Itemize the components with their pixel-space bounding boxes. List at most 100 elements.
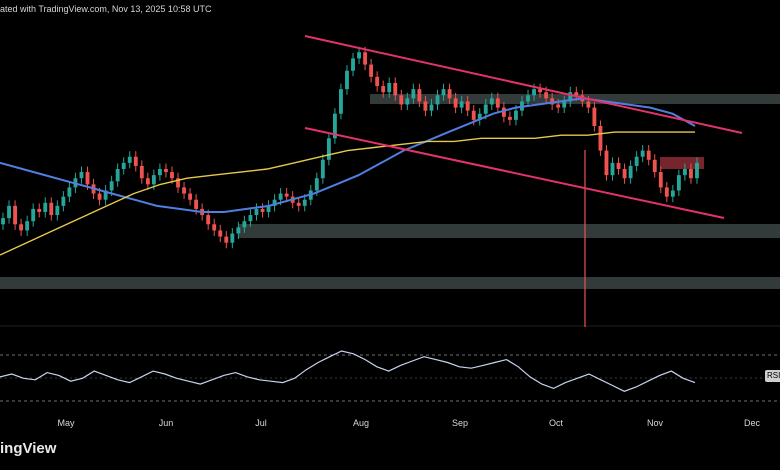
moving-average-yellow: [0, 131, 695, 256]
candle-body: [236, 227, 241, 234]
candle-body: [1, 218, 5, 225]
candle-body: [145, 178, 150, 185]
candle-body: [568, 92, 573, 102]
candle-body: [429, 104, 434, 111]
candle-body: [296, 202, 301, 206]
candle-body: [417, 89, 422, 102]
chart-caption: ated with TradingView.com, Nov 13, 2025 …: [0, 4, 212, 14]
candle-body: [634, 156, 639, 166]
candle-body: [411, 89, 416, 99]
candle-body: [592, 107, 597, 126]
candle-body: [284, 193, 289, 197]
candle-body: [670, 190, 675, 197]
channel-upper: [304, 35, 743, 134]
candle-body: [339, 89, 343, 114]
candle-body: [646, 150, 651, 160]
candle-body: [375, 76, 380, 87]
candle-body: [586, 101, 591, 108]
candle-body: [121, 162, 126, 169]
candle-body: [501, 107, 506, 117]
x-axis: May Jun Jul Aug Sep Oct Nov Dec: [57, 418, 760, 428]
x-tick-label: Nov: [647, 418, 664, 428]
candle-body: [320, 159, 325, 179]
candle-body: [115, 169, 120, 182]
candle-body: [453, 98, 458, 108]
candles-layer: [1, 46, 699, 249]
candle-body: [13, 205, 18, 225]
candle-body: [127, 156, 132, 163]
candle-body: [381, 86, 386, 93]
candle-body: [43, 202, 48, 212]
candle-body: [164, 169, 168, 173]
candle-body: [598, 126, 603, 151]
candle-body: [272, 199, 277, 206]
x-tick-label: May: [57, 418, 75, 428]
candle-body: [489, 98, 494, 105]
candle-body: [345, 70, 349, 90]
x-tick-label: Oct: [549, 418, 564, 428]
candle-body: [109, 181, 114, 191]
candle-body: [387, 83, 392, 93]
candle-body: [447, 89, 452, 99]
candle-body: [97, 193, 102, 200]
middle-zone: [238, 224, 780, 238]
candle-body: [157, 169, 162, 176]
candle-body: [658, 172, 663, 188]
candle-body: [357, 52, 361, 59]
candle-body: [67, 187, 72, 197]
candle-body: [628, 165, 633, 179]
candle-body: [103, 190, 108, 200]
candle-body: [556, 104, 561, 108]
candle-body: [25, 221, 30, 231]
candle-body: [254, 208, 259, 216]
lower-zone: [0, 277, 780, 289]
candle-body: [526, 95, 530, 102]
candle-body: [61, 196, 66, 206]
candle-body: [369, 64, 374, 77]
candle-body: [622, 169, 627, 179]
candle-body: [363, 52, 368, 65]
moving-average-blue: [0, 97, 696, 213]
candle-body: [218, 230, 223, 237]
candle-body: [695, 162, 699, 179]
candle-body: [574, 92, 579, 96]
candle-body: [459, 101, 464, 108]
candle-body: [604, 150, 609, 176]
candle-body: [31, 208, 36, 222]
x-tick-label: Aug: [353, 418, 369, 428]
candle-body: [689, 169, 693, 179]
candle-body: [676, 175, 681, 191]
candle-body: [224, 236, 229, 243]
candle-body: [182, 187, 186, 194]
rsi-line: [0, 350, 696, 392]
candle-body: [405, 98, 410, 105]
candle-body: [544, 92, 549, 99]
candle-body: [616, 162, 621, 169]
candle-body: [514, 110, 518, 120]
candle-body: [49, 202, 54, 216]
candle-body: [495, 98, 500, 108]
candle-body: [507, 116, 512, 120]
rsi-label: RSI: [765, 370, 780, 382]
x-tick-label: Jun: [159, 418, 174, 428]
candle-body: [326, 138, 331, 160]
candle-body: [664, 187, 669, 197]
candle-body: [194, 199, 199, 209]
candle-body: [212, 224, 217, 231]
candle-body: [550, 98, 555, 105]
resistance-box: [660, 157, 704, 169]
candle-body: [435, 95, 440, 105]
candle-body: [465, 101, 470, 111]
channel-lower: [304, 127, 725, 219]
candle-body: [532, 89, 536, 96]
candle-body: [206, 215, 211, 225]
candle-body: [441, 89, 446, 96]
candle-body: [85, 172, 90, 185]
candle-body: [37, 208, 42, 212]
candle-body: [471, 110, 476, 120]
candle-body: [7, 205, 11, 219]
candle-body: [393, 83, 398, 96]
candle-body: [260, 208, 265, 212]
